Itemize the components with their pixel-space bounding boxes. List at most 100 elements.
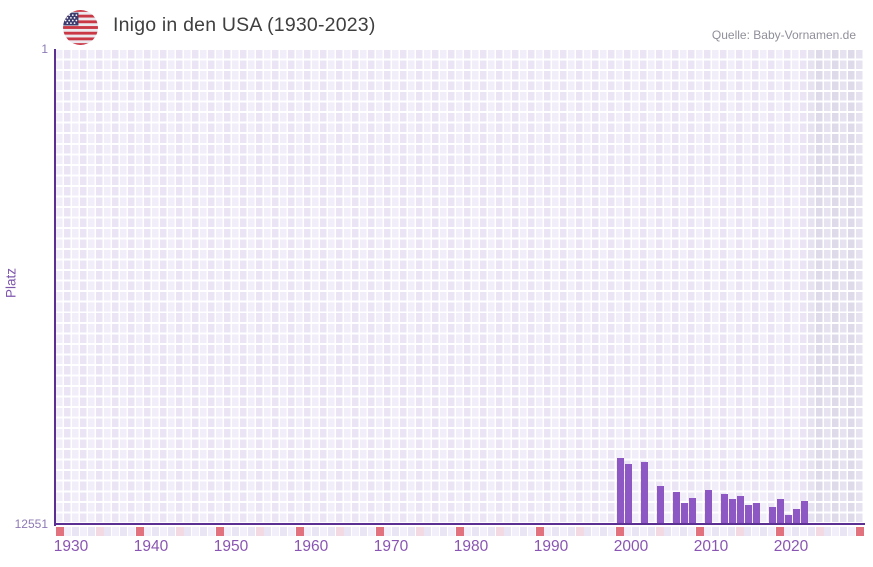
tick-cell-1950 [216, 527, 224, 536]
tick-cell-1964 [328, 527, 335, 536]
bar-2014[interactable] [728, 499, 736, 524]
y-axis-min-label: 12551 [14, 517, 48, 531]
tick-cell-2014 [728, 527, 735, 536]
tick-cell-2015 [736, 527, 744, 536]
tick-cell-1997 [592, 527, 599, 536]
bar-2023[interactable] [800, 501, 808, 524]
y-axis-title: Platz [3, 267, 19, 299]
bar-2015[interactable] [736, 495, 744, 524]
bar-2007[interactable] [672, 491, 680, 524]
tick-cell-2007 [672, 527, 679, 536]
tick-cell-2004 [648, 527, 655, 536]
x-tick-label-1950: 1950 [213, 538, 249, 555]
tick-cell-2019 [768, 527, 775, 536]
tick-cell-2011 [704, 527, 711, 536]
x-tick-label-1970: 1970 [373, 538, 409, 555]
tick-cell-2006 [664, 527, 671, 536]
tick-cell-1994 [568, 527, 575, 536]
tick-cell-1980 [456, 527, 464, 536]
bar-2022[interactable] [792, 508, 800, 524]
tick-cell-1975 [416, 527, 424, 536]
tick-cell-1976 [424, 527, 431, 536]
tick-cell-1930 [56, 527, 64, 536]
tick-cell-1999 [608, 527, 615, 536]
tick-cell-1960 [296, 527, 304, 536]
tick-cell-1946 [184, 527, 191, 536]
tick-cell-1987 [512, 527, 519, 536]
tick-cell-1986 [504, 527, 511, 536]
bar-2021[interactable] [784, 514, 792, 524]
tick-cell-1965 [336, 527, 344, 536]
x-tick-label-1990: 1990 [533, 538, 569, 555]
tick-cell-1941 [144, 527, 151, 536]
tick-cell-2002 [632, 527, 639, 536]
tick-cell-1935 [96, 527, 104, 536]
tick-cell-1968 [360, 527, 367, 536]
tick-cell-2027 [832, 527, 839, 536]
tick-cell-1939 [128, 527, 135, 536]
tick-cell-1942 [152, 527, 159, 536]
bar-2011[interactable] [704, 490, 712, 524]
tick-cell-1995 [576, 527, 584, 536]
x-axis-labels: 1930 1940 1950 1960 1970 1980 1990 2000 2010 2020 [0, 538, 873, 558]
bar-2000[interactable] [616, 457, 624, 524]
tick-cell-1957 [272, 527, 279, 536]
tick-cell-1938 [120, 527, 127, 536]
x-tick-label-1980: 1980 [453, 538, 489, 555]
future-years-band [808, 50, 864, 524]
tick-cell-1959 [288, 527, 295, 536]
tick-cell-2001 [624, 527, 631, 536]
bar-2008[interactable] [680, 503, 688, 524]
tick-cell-1983 [480, 527, 487, 536]
bar-2005[interactable] [656, 486, 664, 524]
tick-cell-1970 [376, 527, 384, 536]
tick-cell-1993 [560, 527, 567, 536]
tick-cell-1982 [472, 527, 479, 536]
tick-cell-1943 [160, 527, 167, 536]
bar-2016[interactable] [744, 505, 752, 524]
tick-cell-1991 [544, 527, 551, 536]
tick-cell-2016 [744, 527, 751, 536]
tick-cell-2020 [776, 527, 784, 536]
tick-cell-1978 [440, 527, 447, 536]
bar-2017[interactable] [752, 503, 760, 524]
x-axis-line [53, 522, 865, 525]
bar-2019[interactable] [768, 507, 776, 524]
tick-cell-1934 [88, 527, 95, 536]
tick-cell-1967 [352, 527, 359, 536]
tick-cell-1977 [432, 527, 439, 536]
tick-cell-2013 [720, 527, 727, 536]
tick-cell-2003 [640, 527, 647, 536]
bar-2009[interactable] [688, 497, 696, 524]
tick-cell-1954 [248, 527, 255, 536]
bar-2001[interactable] [624, 463, 632, 524]
bar-2013[interactable] [720, 493, 728, 524]
x-tick-label-2000: 2000 [613, 538, 649, 555]
tick-cell-2008 [680, 527, 687, 536]
tick-cell-1988 [520, 527, 527, 536]
tick-cell-1984 [488, 527, 495, 536]
tick-cell-1971 [384, 527, 391, 536]
tick-cell-1990 [536, 527, 544, 536]
tick-cell-2024 [808, 527, 815, 536]
x-tick-label-2020: 2020 [773, 538, 809, 555]
bars-layer [56, 50, 864, 524]
tick-cell-2010 [696, 527, 704, 536]
tick-cell-1937 [112, 527, 119, 536]
tick-cell-1996 [584, 527, 591, 536]
tick-cell-1962 [312, 527, 319, 536]
tick-cell-2026 [824, 527, 831, 536]
tick-cell-2029 [848, 527, 855, 536]
tick-cell-1955 [256, 527, 264, 536]
tick-cell-1981 [464, 527, 471, 536]
bar-2003[interactable] [640, 461, 648, 524]
tick-cell-2030 [856, 527, 864, 536]
tick-cell-1966 [344, 527, 351, 536]
x-tick-label-2010: 2010 [693, 538, 729, 555]
bar-2020[interactable] [776, 499, 784, 524]
tick-cell-2023 [800, 527, 807, 536]
x-tick-label-1930: 1930 [53, 538, 89, 555]
tick-cell-2005 [656, 527, 664, 536]
tick-cell-1985 [496, 527, 504, 536]
tick-cell-1949 [208, 527, 215, 536]
